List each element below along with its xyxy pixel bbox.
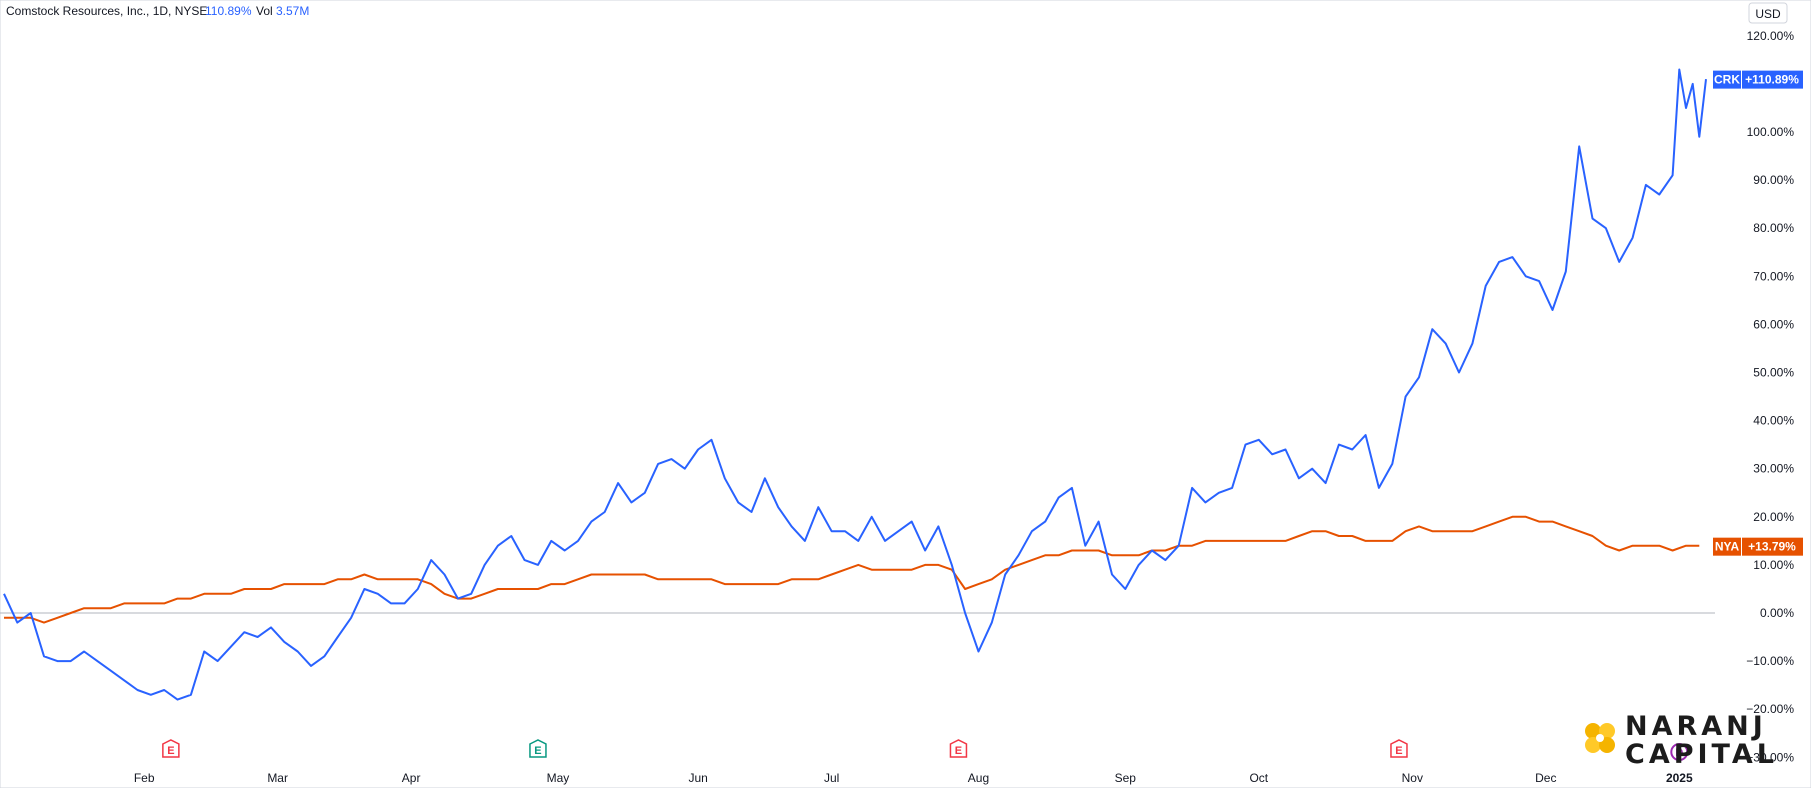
series-badge-name-bg	[1713, 70, 1741, 89]
y-tick-label: 50.00%	[1753, 366, 1794, 380]
x-tick-label: Sep	[1115, 771, 1137, 785]
series-layer	[3, 68, 1707, 701]
earnings-icon: E	[949, 739, 968, 758]
y-tick-label: 60.00%	[1753, 317, 1794, 331]
series-badge-name: NYA	[1715, 540, 1740, 554]
y-tick-label: −20.00%	[1746, 702, 1794, 716]
symbol-description[interactable]: Comstock Resources, Inc., 1D, NYSE	[6, 4, 207, 18]
earnings-icon: E	[529, 739, 547, 758]
earnings-letter: E	[955, 745, 962, 757]
y-tick-label: 30.00%	[1753, 462, 1794, 476]
earnings-shape	[529, 739, 547, 758]
x-tick-label: May	[547, 771, 570, 785]
x-tick-label: Jun	[688, 771, 707, 785]
x-tick-label: Jul	[824, 771, 839, 785]
y-tick-label: 10.00%	[1753, 558, 1794, 572]
x-tick-label: Nov	[1402, 771, 1423, 785]
earnings-icon: E	[1390, 739, 1408, 758]
naranj-capital-logo: NARANJ CAPITAL	[1585, 711, 1778, 770]
volume-value: 3.57M	[276, 4, 309, 18]
currency-button[interactable]	[1748, 2, 1788, 24]
x-tick-label: Aug	[968, 771, 989, 785]
series-badge-value: +110.89%	[1745, 73, 1799, 87]
x-tick-label: Apr	[402, 771, 421, 785]
y-tick-label: 0.00%	[1760, 606, 1794, 620]
earnings-shape	[1390, 739, 1408, 758]
earnings-letter: E	[1395, 745, 1402, 757]
x-tick-label: Oct	[1249, 771, 1268, 785]
series-badges: CRK +110.89% NYA +13.79%	[1713, 70, 1803, 556]
y-tick-label: 80.00%	[1753, 221, 1794, 235]
y-tick-label: −30.00%	[1746, 750, 1794, 764]
earnings-shape	[949, 739, 968, 758]
y-tick-label: −10.00%	[1746, 654, 1794, 668]
series-badge-crk: CRK +110.89%	[1713, 70, 1803, 89]
x-tick-label: Feb	[134, 771, 155, 785]
series-line-nya	[4, 515, 1700, 624]
earnings-letter: E	[534, 745, 541, 757]
y-tick-label: 90.00%	[1753, 173, 1794, 187]
x-tick-label: Dec	[1535, 771, 1556, 785]
series-badge-name: CRK	[1714, 73, 1740, 87]
x-tick-label: 2025	[1666, 771, 1693, 785]
y-tick-label: 120.00%	[1747, 29, 1795, 43]
earnings-shape	[162, 739, 180, 758]
volume-label: Vol	[256, 4, 273, 18]
dividend-letter: D	[1675, 747, 1683, 759]
series-badge-value-bg	[1742, 537, 1803, 556]
y-tick-label: 70.00%	[1753, 269, 1794, 283]
y-tick-label: 40.00%	[1753, 414, 1794, 428]
earnings-icon: E	[162, 739, 180, 758]
x-tick-label: Mar	[267, 771, 288, 785]
logo-line2: CAPITAL	[1625, 739, 1778, 770]
logo-line1: NARANJ	[1625, 711, 1767, 742]
series-badge-value: +13.79%	[1748, 540, 1796, 554]
series-badge-value-bg	[1742, 70, 1803, 89]
currency-label: USD	[1755, 7, 1781, 21]
time-axis[interactable]: Feb Mar Apr May Jun Jul Aug Sep Oct Nov Dec 2025	[134, 771, 1693, 785]
earnings-letter: E	[167, 745, 174, 757]
change-value: 110.89%	[205, 4, 252, 18]
logo-sun-icon	[1585, 723, 1615, 753]
series-badge-name-bg	[1713, 537, 1741, 556]
y-tick-label: 20.00%	[1753, 510, 1794, 524]
series-badge-nya: NYA +13.79%	[1713, 537, 1803, 556]
dividend-icon: D	[1670, 743, 1689, 761]
y-tick-label: 100.00%	[1747, 125, 1795, 139]
dividend-circle	[1670, 743, 1689, 761]
series-line-crk	[3, 68, 1707, 701]
